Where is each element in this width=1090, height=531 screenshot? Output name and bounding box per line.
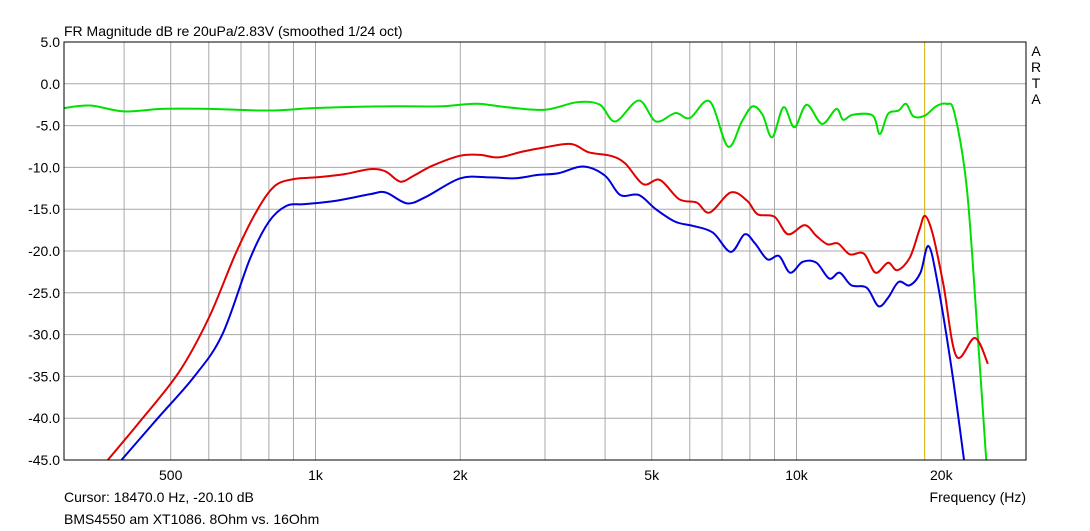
y-tick-label: 0.0 xyxy=(41,76,61,92)
y-tick-label: -20.0 xyxy=(28,243,60,259)
series-line-blue xyxy=(120,165,966,461)
brand-logo: A R T A xyxy=(1031,43,1041,107)
y-axis-ticks: 5.0 0.0 -5.0 -10.0 -15.0 -20.0 -25.0 -30.0 -35.0… xyxy=(28,34,60,468)
x-tick-label: 5k xyxy=(644,467,660,483)
x-axis-ticks: 500 1k 2k 5k 10k 20k xyxy=(159,467,954,483)
brand-letter: A xyxy=(1031,43,1041,59)
x-tick-label: 1k xyxy=(308,467,324,483)
y-tick-label: -45.0 xyxy=(28,452,60,468)
series-line-green xyxy=(64,99,988,461)
y-tick-label: -15.0 xyxy=(28,201,60,217)
series-line-red xyxy=(107,142,989,461)
y-tick-label: -5.0 xyxy=(36,118,60,134)
cursor-readout: Cursor: 18470.0 Hz, -20.10 dB xyxy=(64,489,254,505)
y-tick-label: -40.0 xyxy=(28,410,60,426)
x-axis-label: Frequency (Hz) xyxy=(930,489,1026,505)
y-tick-label: 5.0 xyxy=(41,34,61,50)
y-tick-label: -30.0 xyxy=(28,327,60,343)
y-tick-label: -10.0 xyxy=(28,159,60,175)
brand-letter: T xyxy=(1032,75,1041,91)
measurement-caption: BMS4550 am XT1086. 8Ohm vs. 16Ohm xyxy=(64,511,319,527)
plot-grid xyxy=(64,42,1026,460)
plot-frame xyxy=(63,41,1027,461)
x-tick-label: 20k xyxy=(930,467,954,483)
x-tick-label: 500 xyxy=(159,467,183,483)
y-tick-label: -35.0 xyxy=(28,368,60,384)
y-tick-label: -25.0 xyxy=(28,285,60,301)
series-layer xyxy=(64,99,989,461)
x-tick-label: 10k xyxy=(785,467,809,483)
chart-title: FR Magnitude dB re 20uPa/2.83V (smoothed… xyxy=(64,23,403,39)
brand-letter: A xyxy=(1031,91,1041,107)
brand-letter: R xyxy=(1031,59,1041,75)
x-tick-label: 2k xyxy=(453,467,469,483)
